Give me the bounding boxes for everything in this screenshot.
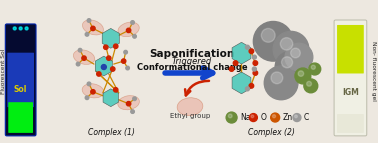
Circle shape bbox=[101, 65, 106, 69]
Circle shape bbox=[280, 38, 293, 50]
Ellipse shape bbox=[82, 20, 104, 35]
Circle shape bbox=[273, 31, 309, 67]
Circle shape bbox=[133, 35, 136, 38]
Circle shape bbox=[304, 79, 318, 93]
Circle shape bbox=[229, 67, 234, 71]
Circle shape bbox=[295, 68, 311, 84]
Circle shape bbox=[245, 87, 249, 91]
Circle shape bbox=[309, 63, 321, 75]
Circle shape bbox=[253, 61, 258, 65]
Circle shape bbox=[78, 48, 82, 52]
Text: Ethyl group: Ethyl group bbox=[170, 113, 210, 119]
Circle shape bbox=[91, 26, 95, 31]
Text: Non- fluorescent gel: Non- fluorescent gel bbox=[371, 41, 376, 101]
Circle shape bbox=[253, 21, 293, 61]
Text: Complex (1): Complex (1) bbox=[88, 128, 135, 137]
Circle shape bbox=[291, 48, 300, 58]
FancyBboxPatch shape bbox=[334, 20, 367, 136]
Text: Conformational change: Conformational change bbox=[137, 63, 247, 72]
Circle shape bbox=[261, 28, 275, 42]
Circle shape bbox=[131, 110, 134, 113]
Circle shape bbox=[131, 21, 134, 24]
Circle shape bbox=[228, 114, 232, 118]
Circle shape bbox=[13, 27, 16, 30]
Circle shape bbox=[233, 61, 238, 65]
Circle shape bbox=[87, 82, 91, 86]
Circle shape bbox=[293, 114, 301, 122]
Circle shape bbox=[271, 113, 280, 122]
Ellipse shape bbox=[118, 96, 139, 110]
Circle shape bbox=[113, 44, 118, 48]
Text: Fluorescent Sol: Fluorescent Sol bbox=[2, 48, 6, 94]
Circle shape bbox=[251, 115, 254, 118]
Circle shape bbox=[113, 88, 118, 92]
Circle shape bbox=[249, 114, 257, 122]
Text: Saponification: Saponification bbox=[149, 49, 235, 59]
Circle shape bbox=[285, 43, 313, 71]
Circle shape bbox=[226, 112, 237, 123]
Circle shape bbox=[249, 49, 254, 53]
Circle shape bbox=[273, 115, 276, 118]
Circle shape bbox=[249, 84, 254, 88]
FancyBboxPatch shape bbox=[337, 114, 364, 133]
FancyBboxPatch shape bbox=[8, 102, 33, 133]
Circle shape bbox=[126, 66, 129, 70]
Circle shape bbox=[76, 62, 80, 66]
Circle shape bbox=[85, 96, 89, 100]
Text: Na: Na bbox=[240, 113, 251, 122]
FancyArrowPatch shape bbox=[185, 81, 209, 95]
Ellipse shape bbox=[177, 98, 203, 116]
Circle shape bbox=[298, 71, 304, 76]
Circle shape bbox=[311, 65, 315, 69]
Circle shape bbox=[104, 45, 108, 49]
Circle shape bbox=[107, 56, 111, 60]
Text: Complex (2): Complex (2) bbox=[248, 128, 294, 137]
Circle shape bbox=[111, 67, 115, 71]
Circle shape bbox=[253, 55, 256, 59]
Circle shape bbox=[275, 51, 307, 83]
Polygon shape bbox=[103, 89, 118, 107]
Text: Triggered: Triggered bbox=[172, 57, 212, 66]
Circle shape bbox=[271, 72, 283, 84]
Text: O: O bbox=[260, 113, 266, 122]
Ellipse shape bbox=[73, 50, 95, 64]
Circle shape bbox=[126, 28, 131, 33]
Circle shape bbox=[82, 56, 86, 60]
Text: Sol: Sol bbox=[14, 85, 27, 94]
FancyBboxPatch shape bbox=[7, 53, 34, 107]
Text: Zn: Zn bbox=[283, 113, 293, 122]
Circle shape bbox=[121, 59, 126, 63]
Circle shape bbox=[97, 72, 101, 76]
Text: C: C bbox=[304, 113, 309, 122]
Circle shape bbox=[133, 97, 136, 101]
Circle shape bbox=[245, 45, 249, 49]
Polygon shape bbox=[102, 28, 119, 48]
Circle shape bbox=[124, 50, 127, 54]
Circle shape bbox=[264, 66, 298, 100]
Circle shape bbox=[91, 90, 95, 94]
Circle shape bbox=[25, 27, 28, 30]
Circle shape bbox=[307, 81, 311, 86]
FancyBboxPatch shape bbox=[5, 24, 36, 136]
Circle shape bbox=[126, 102, 131, 106]
FancyBboxPatch shape bbox=[337, 25, 364, 74]
Circle shape bbox=[282, 57, 293, 68]
Ellipse shape bbox=[82, 84, 104, 98]
Circle shape bbox=[19, 27, 22, 30]
Circle shape bbox=[85, 33, 89, 36]
Ellipse shape bbox=[118, 22, 139, 37]
Polygon shape bbox=[232, 72, 251, 94]
Circle shape bbox=[294, 115, 297, 118]
Circle shape bbox=[253, 67, 256, 71]
Polygon shape bbox=[232, 42, 251, 64]
Circle shape bbox=[253, 71, 258, 75]
Polygon shape bbox=[95, 56, 112, 76]
Text: IGM: IGM bbox=[342, 88, 359, 97]
Circle shape bbox=[87, 19, 91, 22]
